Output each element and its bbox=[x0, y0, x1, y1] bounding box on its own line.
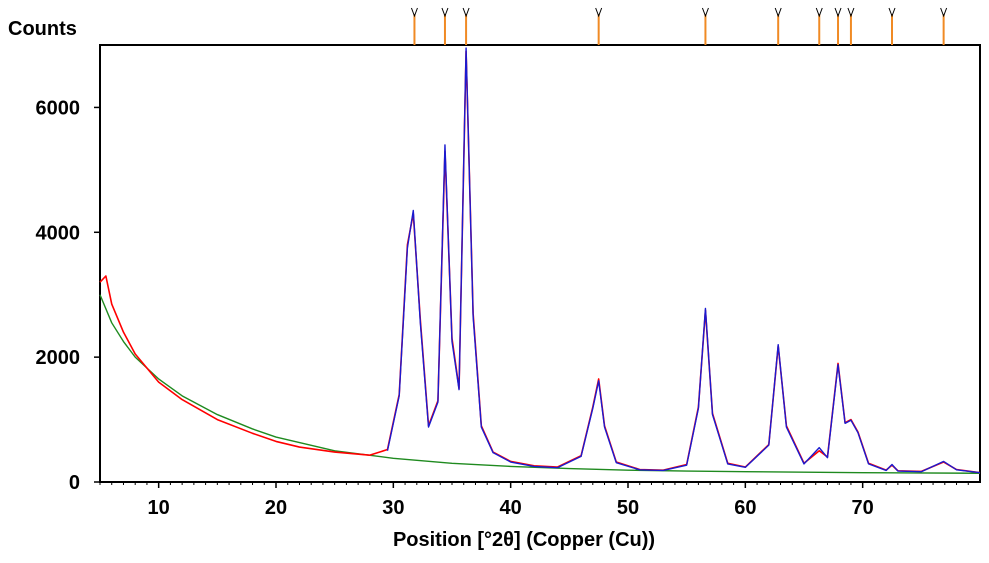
peak-marker-arrow bbox=[815, 7, 823, 18]
y-tick-label: 6000 bbox=[36, 97, 81, 119]
ticks-layer: 10 20 30 40 50 60 70 0 2000 4000 6000 bbox=[36, 97, 969, 519]
peak-marker-arrow bbox=[441, 7, 449, 18]
peak-marker-arrow bbox=[888, 7, 896, 18]
plot-frame bbox=[99, 44, 981, 483]
x-tick-label: 20 bbox=[265, 497, 287, 519]
peak-marker-arrow bbox=[701, 7, 709, 18]
y-tick-label: 0 bbox=[69, 472, 80, 494]
peak-marker-arrow bbox=[410, 7, 418, 18]
y-tick-label: 2000 bbox=[36, 347, 81, 369]
peak-marker-arrow bbox=[595, 7, 603, 18]
calculated-series-line bbox=[386, 47, 981, 474]
x-axis-label: Position [°2θ] (Copper (Cu)) bbox=[393, 529, 655, 551]
y-tick-label: 4000 bbox=[36, 222, 81, 244]
series-layer bbox=[99, 47, 981, 474]
peak-marker-arrow bbox=[774, 7, 782, 18]
peak-marker-layer bbox=[410, 7, 948, 45]
x-tick-label: 10 bbox=[148, 497, 170, 519]
peak-marker-arrow bbox=[834, 7, 842, 18]
y-axis-label: Counts bbox=[8, 18, 77, 40]
x-tick-label: 30 bbox=[382, 497, 404, 519]
peak-marker-arrow bbox=[847, 7, 855, 18]
peak-marker-arrow bbox=[462, 7, 470, 18]
x-tick-label: 40 bbox=[500, 497, 522, 519]
peak-marker-arrow bbox=[940, 7, 948, 18]
background-series-line bbox=[99, 294, 981, 474]
x-tick-label: 70 bbox=[852, 497, 874, 519]
x-tick-label: 50 bbox=[617, 497, 639, 519]
x-tick-label: 60 bbox=[734, 497, 756, 519]
